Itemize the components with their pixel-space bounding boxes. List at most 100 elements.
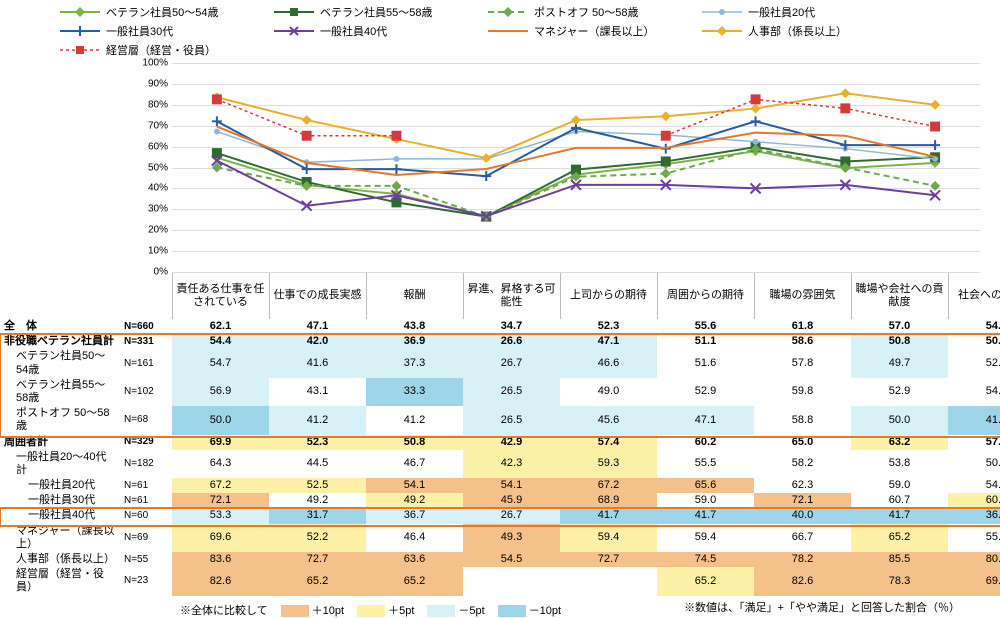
cell: 42.3 xyxy=(463,450,560,478)
cell: 52.2 xyxy=(269,524,366,552)
cell: 72.1 xyxy=(754,493,851,508)
cell: 55.5 xyxy=(657,450,754,478)
cell: 41.2 xyxy=(948,406,1000,434)
column-header: 昇進、昇格する可能性 xyxy=(463,273,560,319)
legend-item: 経営層（経営・役員） xyxy=(60,42,274,58)
cell xyxy=(560,567,657,595)
cell: 61.8 xyxy=(754,319,851,334)
legend2-prefix: ※全体に比較して xyxy=(180,602,268,618)
column-header: 上司からの期待 xyxy=(560,273,657,319)
cell: 57.8 xyxy=(754,349,851,377)
cell: 40.0 xyxy=(754,508,851,523)
legend2-item: ＋10pt xyxy=(278,602,344,618)
y-axis-label: 50% xyxy=(148,162,168,173)
cell: 64.3 xyxy=(172,450,269,478)
line-chart: 0%10%20%30%40%50%60%70%80%90%100% xyxy=(172,63,980,273)
y-axis-label: 70% xyxy=(148,120,168,131)
cell: 52.5 xyxy=(269,478,366,493)
row-n: N=329 xyxy=(120,435,172,450)
cell: 50.0 xyxy=(851,406,948,434)
cell: 59.0 xyxy=(851,478,948,493)
cell: 68.9 xyxy=(560,493,657,508)
cell: 52.3 xyxy=(560,319,657,334)
cell: 66.7 xyxy=(754,524,851,552)
cell: 78.2 xyxy=(754,552,851,567)
y-axis-label: 10% xyxy=(148,246,168,257)
cell: 42.0 xyxy=(269,334,366,349)
cell: 26.5 xyxy=(463,406,560,434)
column-header: 社会への貢献度 xyxy=(948,273,1000,319)
cell: 59.8 xyxy=(754,378,851,406)
cell: 65.2 xyxy=(657,567,754,595)
cell: 54.2 xyxy=(948,319,1000,334)
cell: 36.7 xyxy=(366,508,463,523)
cell: 67.2 xyxy=(560,478,657,493)
cell: 51.1 xyxy=(657,334,754,349)
cell: 49.2 xyxy=(366,493,463,508)
data-table: 責任ある仕事を任されている仕事での成長実感報酬昇進、昇格する可能性上司からの期待… xyxy=(0,273,980,596)
cell: 44.5 xyxy=(269,450,366,478)
cell: 69.6 xyxy=(948,567,1000,595)
cell: 63.2 xyxy=(851,435,948,450)
cell: 50.0 xyxy=(172,406,269,434)
cell: 41.7 xyxy=(560,508,657,523)
cell: 60.2 xyxy=(657,435,754,450)
cell: 50.5 xyxy=(948,450,1000,478)
cell: 49.7 xyxy=(851,349,948,377)
cell: 52.2 xyxy=(948,349,1000,377)
cell: 60.7 xyxy=(948,493,1000,508)
cell: 59.0 xyxy=(657,493,754,508)
cell: 60.7 xyxy=(851,493,948,508)
cell: 55.1 xyxy=(948,524,1000,552)
cell: 65.2 xyxy=(851,524,948,552)
cell: 65.2 xyxy=(269,567,366,595)
row-label: 一般社員40代 xyxy=(0,508,120,523)
legend-item: 一般社員20代 xyxy=(702,4,916,20)
row-n: N=61 xyxy=(120,493,172,508)
row-label: ポストオフ 50～58歳 xyxy=(0,406,120,434)
cell: 53.8 xyxy=(851,450,948,478)
cell: 45.6 xyxy=(560,406,657,434)
cell: 26.5 xyxy=(463,378,560,406)
cell: 83.6 xyxy=(172,552,269,567)
cell: 52.9 xyxy=(851,378,948,406)
cell: 36.7 xyxy=(948,508,1000,523)
legend2-item: －10pt xyxy=(495,602,561,618)
cell: 49.3 xyxy=(463,524,560,552)
cell: 54.4 xyxy=(172,334,269,349)
y-axis-label: 80% xyxy=(148,99,168,110)
cell: 41.7 xyxy=(657,508,754,523)
row-label: マネジャー（課長以上） xyxy=(0,524,120,552)
row-label: 経営層（経営・役員） xyxy=(0,567,120,595)
cell: 51.6 xyxy=(657,349,754,377)
cell: 82.6 xyxy=(754,567,851,595)
row-n: N=23 xyxy=(120,567,172,595)
cell: 41.7 xyxy=(851,508,948,523)
column-header: 職場の雰囲気 xyxy=(754,273,851,319)
row-n: N=60 xyxy=(120,508,172,523)
row-n: N=68 xyxy=(120,406,172,434)
cell: 45.9 xyxy=(463,493,560,508)
row-n: N=102 xyxy=(120,378,172,406)
cell: 63.6 xyxy=(366,552,463,567)
cell xyxy=(463,567,560,595)
cell: 69.6 xyxy=(172,524,269,552)
row-label: ベテラン社員50～54歳 xyxy=(0,349,120,377)
cell: 54.1 xyxy=(463,478,560,493)
legend-item: 人事部（係長以上） xyxy=(702,23,916,39)
cell: 54.1 xyxy=(948,478,1000,493)
cell: 65.0 xyxy=(754,435,851,450)
y-axis-label: 100% xyxy=(142,58,168,69)
cell: 50.8 xyxy=(366,435,463,450)
cell: 49.2 xyxy=(269,493,366,508)
row-n: N=55 xyxy=(120,552,172,567)
row-label: 全 体 xyxy=(0,319,120,334)
row-label: 周囲者計 xyxy=(0,435,120,450)
cell: 46.7 xyxy=(366,450,463,478)
cell: 41.6 xyxy=(269,349,366,377)
cell: 54.5 xyxy=(463,552,560,567)
cell: 65.6 xyxy=(657,478,754,493)
cell: 42.9 xyxy=(463,435,560,450)
cell: 37.3 xyxy=(366,349,463,377)
cell: 58.6 xyxy=(754,334,851,349)
